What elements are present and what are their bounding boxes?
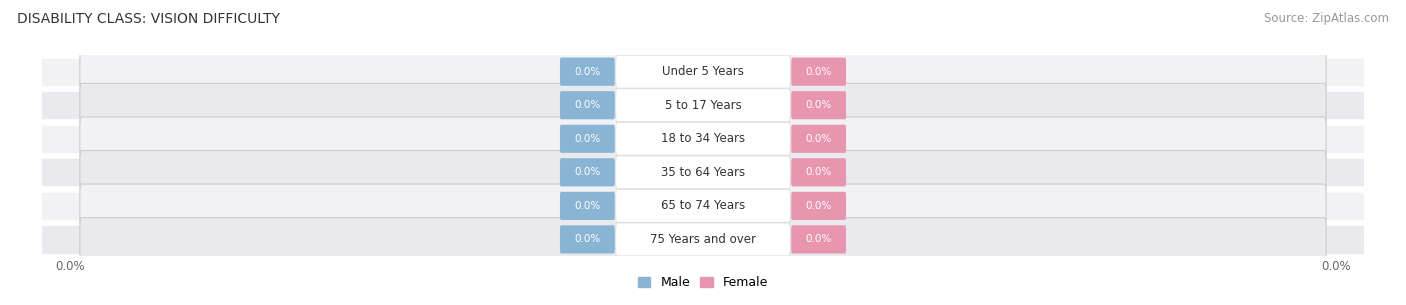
FancyBboxPatch shape [80, 218, 1326, 261]
Text: 0.0%: 0.0% [806, 201, 832, 211]
FancyBboxPatch shape [792, 58, 846, 86]
Legend: Male, Female: Male, Female [633, 271, 773, 294]
Text: 0.0%: 0.0% [806, 134, 832, 144]
FancyBboxPatch shape [560, 125, 614, 153]
Bar [42, 193, 1364, 219]
FancyBboxPatch shape [560, 158, 614, 186]
Text: 65 to 74 Years: 65 to 74 Years [661, 199, 745, 212]
FancyBboxPatch shape [792, 225, 846, 253]
FancyBboxPatch shape [80, 117, 1326, 160]
Text: 0.0%: 0.0% [574, 134, 600, 144]
Text: 0.0%: 0.0% [806, 167, 832, 177]
FancyBboxPatch shape [616, 55, 790, 88]
FancyBboxPatch shape [616, 223, 790, 256]
FancyBboxPatch shape [616, 89, 790, 122]
FancyBboxPatch shape [80, 50, 1326, 94]
Bar [42, 92, 1364, 118]
Text: 0.0%: 0.0% [574, 167, 600, 177]
Text: 0.0%: 0.0% [574, 235, 600, 244]
Text: 0.0%: 0.0% [806, 235, 832, 244]
Text: Under 5 Years: Under 5 Years [662, 65, 744, 78]
Text: 0.0%: 0.0% [574, 67, 600, 77]
Text: 5 to 17 Years: 5 to 17 Years [665, 99, 741, 112]
Bar [42, 126, 1364, 152]
FancyBboxPatch shape [560, 58, 614, 86]
Text: DISABILITY CLASS: VISION DIFFICULTY: DISABILITY CLASS: VISION DIFFICULTY [17, 12, 280, 26]
FancyBboxPatch shape [792, 192, 846, 220]
FancyBboxPatch shape [616, 122, 790, 155]
Text: 0.0%: 0.0% [55, 260, 84, 273]
Text: 0.0%: 0.0% [806, 67, 832, 77]
Text: 18 to 34 Years: 18 to 34 Years [661, 132, 745, 145]
Text: 0.0%: 0.0% [574, 100, 600, 110]
Text: 75 Years and over: 75 Years and over [650, 233, 756, 246]
Bar [42, 226, 1364, 253]
FancyBboxPatch shape [80, 184, 1326, 228]
FancyBboxPatch shape [560, 91, 614, 119]
FancyBboxPatch shape [560, 192, 614, 220]
FancyBboxPatch shape [80, 151, 1326, 194]
Text: 0.0%: 0.0% [806, 100, 832, 110]
FancyBboxPatch shape [616, 156, 790, 189]
Text: Source: ZipAtlas.com: Source: ZipAtlas.com [1264, 12, 1389, 25]
FancyBboxPatch shape [616, 189, 790, 222]
FancyBboxPatch shape [80, 84, 1326, 127]
Text: 0.0%: 0.0% [1322, 260, 1351, 273]
Bar [42, 59, 1364, 85]
FancyBboxPatch shape [792, 91, 846, 119]
FancyBboxPatch shape [792, 158, 846, 186]
Text: 35 to 64 Years: 35 to 64 Years [661, 166, 745, 179]
FancyBboxPatch shape [560, 225, 614, 253]
Text: 0.0%: 0.0% [574, 201, 600, 211]
Bar [42, 159, 1364, 185]
FancyBboxPatch shape [792, 125, 846, 153]
